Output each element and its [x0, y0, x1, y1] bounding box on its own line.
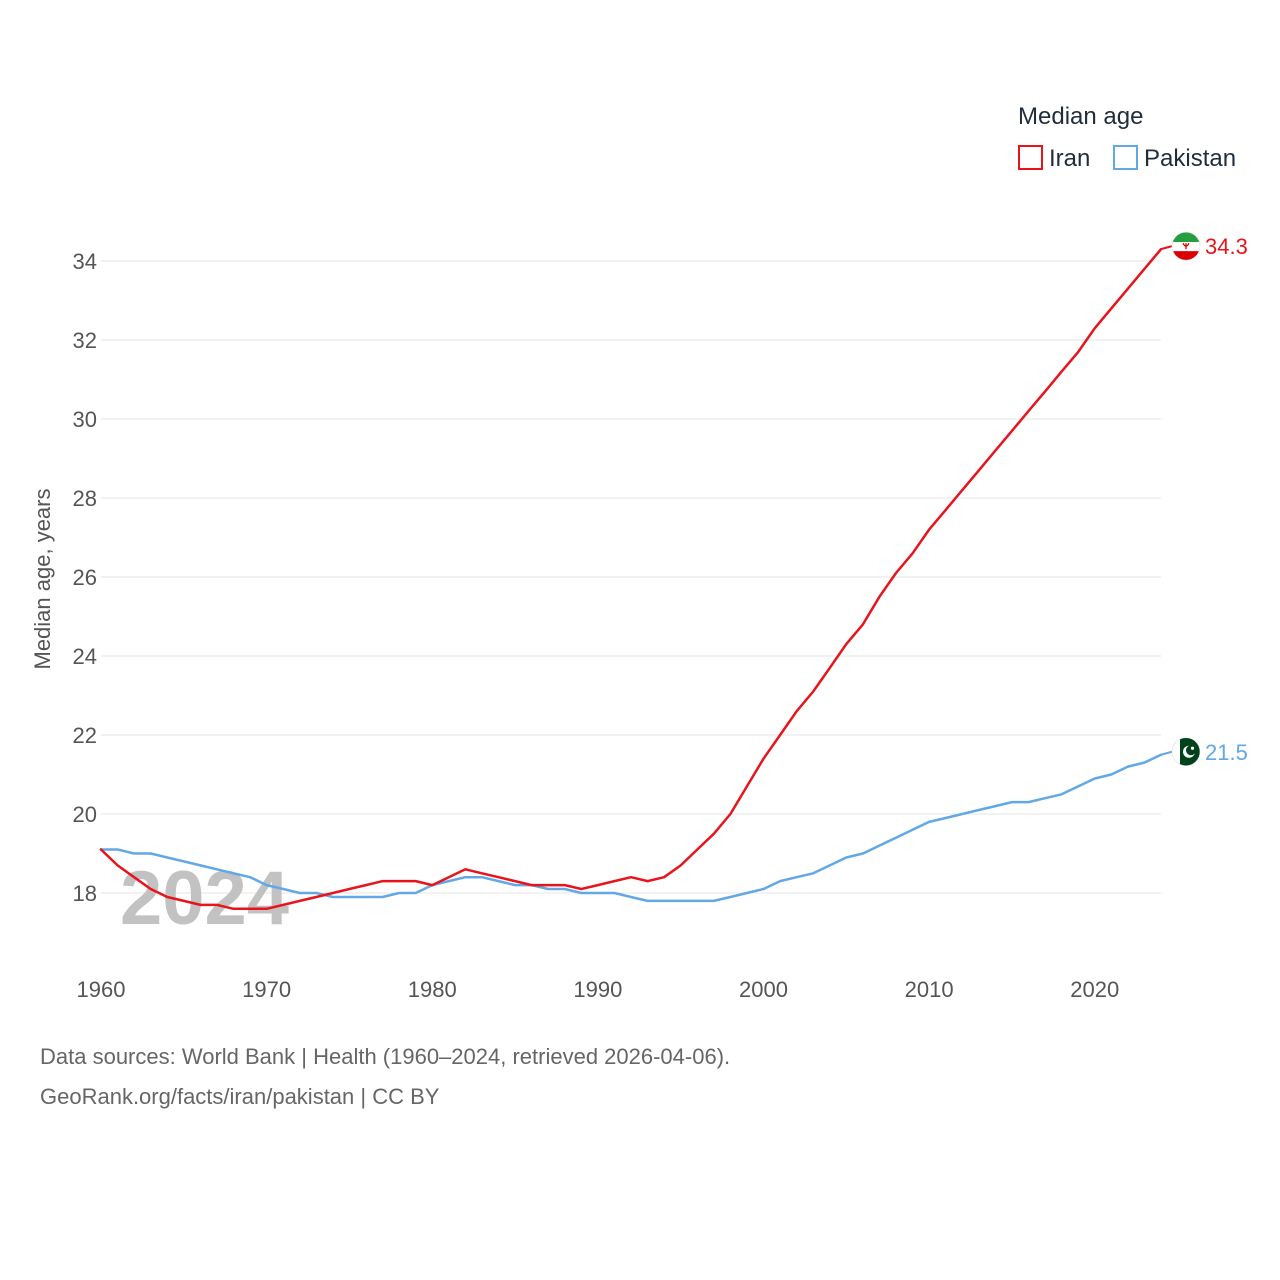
y-tick-label-24: 24 — [73, 644, 97, 669]
legend-label-iran: Iran — [1049, 145, 1090, 172]
attribution-link[interactable]: GeoRank.org/facts/iran/pakistan | CC BY — [40, 1084, 440, 1109]
legend-swatch-iran — [1018, 145, 1043, 170]
y-axis-ticks: 18 20 22 24 26 28 30 32 34 — [73, 249, 97, 906]
x-tick-label-1980: 1980 — [408, 977, 457, 1002]
y-tick-label-22: 22 — [73, 723, 97, 748]
legend-title: Median age — [1018, 103, 1143, 130]
x-tick-label-2020: 2020 — [1070, 977, 1119, 1002]
end-label-pakistan: 21.5 — [1205, 740, 1248, 765]
x-axis-ticks: 1960 1970 1980 1990 2000 2010 2020 — [77, 977, 1120, 1002]
legend[interactable]: Median age Iran Pakistan — [1018, 103, 1236, 172]
iran-flag-icon — [1171, 231, 1201, 261]
y-tick-label-34: 34 — [73, 249, 97, 274]
series-line-pakistan[interactable] — [99, 753, 1163, 903]
end-marker-iran: 34.3 — [1160, 231, 1248, 261]
series-line-iran[interactable] — [99, 247, 1163, 911]
legend-item-pakistan[interactable]: Pakistan — [1113, 145, 1236, 172]
legend-swatch-pakistan — [1113, 145, 1138, 170]
x-tick-label-1990: 1990 — [573, 977, 622, 1002]
y-tick-label-30: 30 — [73, 407, 97, 432]
y-tick-label-28: 28 — [73, 486, 97, 511]
legend-item-iran[interactable]: Iran — [1018, 145, 1090, 172]
end-markers: 34.3 21.5 — [1160, 231, 1248, 767]
end-label-iran: 34.3 — [1205, 234, 1248, 259]
grid-layer — [101, 260, 1161, 894]
end-marker-pakistan: 21.5 — [1160, 737, 1248, 767]
year-watermark: 2024 — [120, 856, 289, 941]
end-connector-pakistan — [1160, 750, 1173, 756]
y-tick-label-26: 26 — [73, 565, 97, 590]
legend-label-pakistan: Pakistan — [1144, 145, 1236, 172]
pakistan-flag-icon — [1171, 737, 1201, 767]
end-connector-iran — [1160, 245, 1173, 251]
y-tick-label-20: 20 — [73, 802, 97, 827]
x-tick-label-2000: 2000 — [739, 977, 788, 1002]
data-source-note: Data sources: World Bank | Health (1960–… — [40, 1044, 731, 1069]
y-axis-title: Median age, years — [30, 489, 55, 670]
y-tick-label-18: 18 — [73, 881, 97, 906]
x-tick-label-2010: 2010 — [905, 977, 954, 1002]
x-tick-label-1960: 1960 — [77, 977, 126, 1002]
x-tick-label-1970: 1970 — [242, 977, 291, 1002]
series-layer — [99, 247, 1163, 911]
y-tick-label-32: 32 — [73, 328, 97, 353]
